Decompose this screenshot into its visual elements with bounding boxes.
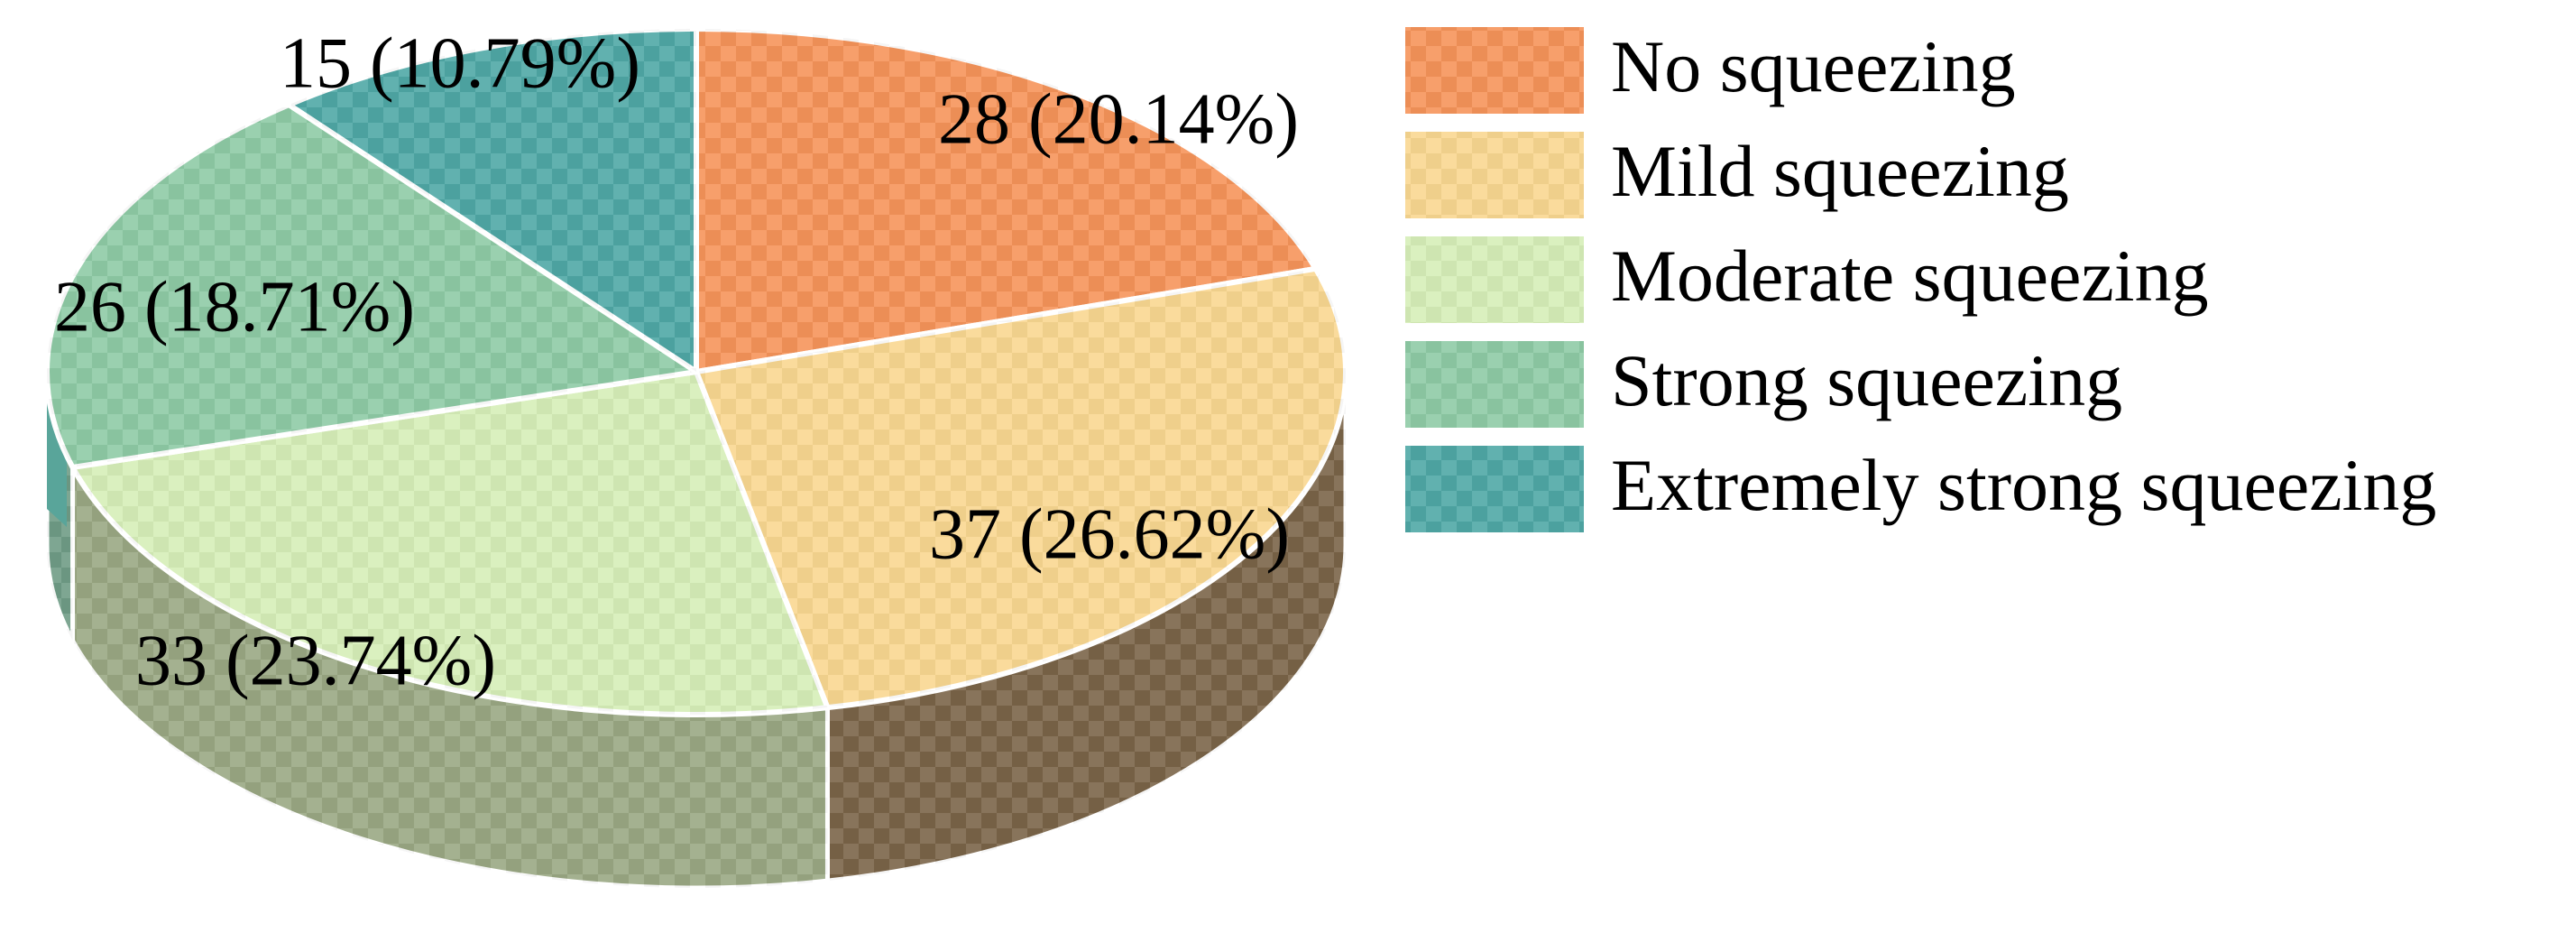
legend-item-3: Strong squeezing	[1405, 339, 2122, 428]
data-label-0: 28 (20.14%)	[938, 79, 1299, 159]
pie-slice-no-squeezing	[694, 26, 1319, 374]
legend: No squeezing Mild squeezing Moderate squee…	[1405, 25, 2436, 532]
data-label-3: 26 (18.71%)	[54, 267, 415, 346]
pie-slice-moderate-squeezing	[69, 369, 831, 717]
data-label-1: 37 (26.62%)	[929, 494, 1290, 574]
legend-item-1: Mild squeezing	[1405, 130, 2069, 218]
legend-label: Mild squeezing	[1611, 130, 2069, 212]
pie-sides	[44, 369, 1348, 891]
legend-label: Moderate squeezing	[1611, 235, 2209, 317]
legend-label: No squeezing	[1611, 25, 2016, 107]
legend-item-2: Moderate squeezing	[1405, 235, 2209, 323]
data-label-4: 15 (10.79%)	[280, 23, 640, 103]
legend-item-4: Extremely strong squeezing	[1405, 444, 2436, 532]
pie-slices	[44, 26, 1348, 717]
slice-labels: 28 (20.14%) 37 (26.62%) 33 (23.74%) 26 (18.…	[54, 23, 1299, 700]
legend-label: Extremely strong squeezing	[1611, 444, 2436, 526]
pie-slice-strong-squeezing	[44, 102, 699, 470]
data-label-2: 33 (23.74%)	[135, 621, 496, 700]
legend-item-0: No squeezing	[1405, 25, 2016, 114]
legend-label: Strong squeezing	[1611, 339, 2122, 421]
pie-slice-mild-squeezing	[694, 265, 1348, 711]
pie-slice-extremely-strong-squeezing	[286, 26, 699, 374]
